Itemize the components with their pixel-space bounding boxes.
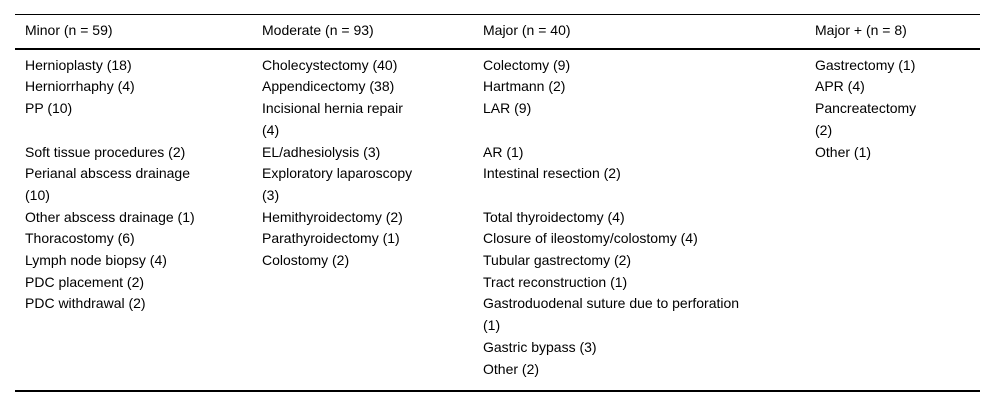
table-cell — [815, 250, 980, 272]
table-cell — [815, 337, 980, 359]
procedures-table: Minor (n = 59) Moderate (n = 93) Major (… — [15, 14, 980, 393]
table-row: Hernioplasty (18) Cholecystectomy (40) Col… — [15, 49, 980, 77]
table-cell: Colostomy (2) — [262, 252, 350, 269]
table-cell — [15, 337, 262, 359]
table-cell — [815, 207, 980, 229]
table-cell — [262, 337, 483, 359]
table-cell — [15, 359, 262, 392]
table-cell: Colectomy (9) — [483, 56, 571, 73]
table-cell: PP (10) — [25, 100, 73, 117]
table-cell: Appendicectomy (38) — [262, 78, 395, 95]
table-header-row: Minor (n = 59) Moderate (n = 93) Major (… — [15, 14, 980, 50]
table-cell: Cholecystectomy (40) — [262, 56, 398, 73]
table-row: Thoracostomy (6) Parathyroidectomy (1) Clo… — [15, 228, 980, 250]
column-header-moderate: Moderate (n = 93) — [262, 14, 483, 50]
table-cell: Total thyroidectomy (4) — [483, 208, 625, 225]
table-cell: Closure of ileostomy/colostomy (4) — [483, 230, 698, 247]
table-cell: Other (1) — [815, 143, 872, 160]
table-cell: Hemithyroidectomy (2) — [262, 208, 403, 225]
table-cell: Tubular gastrectomy (2) — [483, 252, 632, 269]
table-row: Soft tissue procedures (2) EL/adhesiolysi… — [15, 142, 980, 164]
table-cell — [262, 359, 483, 392]
table-cell: Parathyroidectomy (1) — [262, 230, 400, 247]
table-cell: APR (4) — [815, 78, 865, 95]
table-row: Perianal abscess drainage (10) Explorator… — [15, 163, 980, 206]
table-cell — [815, 272, 980, 294]
table-cell: PDC placement (2) — [25, 273, 145, 290]
table-cell: Lymph node biopsy (4) — [25, 252, 167, 269]
table-cell: Other (2) — [483, 360, 540, 377]
column-header-major-plus: Major + (n = 8) — [815, 14, 980, 50]
table-cell: EL/adhesiolysis (3) — [262, 143, 381, 160]
table-cell: Hartmann (2) — [483, 78, 566, 95]
table-cell: PDC withdrawal (2) — [25, 295, 146, 312]
table-cell: Tract reconstruction (1) — [483, 273, 628, 290]
table-body: Hernioplasty (18) Cholecystectomy (40) Col… — [15, 49, 980, 392]
table-cell — [815, 228, 980, 250]
table-cell: Hernioplasty (18) — [25, 56, 132, 73]
table-row: PDC placement (2) Tract reconstruction (1… — [15, 272, 980, 294]
table-cell — [262, 272, 483, 294]
table-cell: Pancreatectomy (2) — [815, 100, 917, 138]
table-cell: LAR (9) — [483, 100, 532, 117]
table-cell: Perianal abscess drainage (10) — [25, 165, 190, 203]
table-cell: Other abscess drainage (1) — [25, 208, 195, 225]
table-cell — [262, 293, 483, 336]
table-row: Other (2) — [15, 359, 980, 392]
column-header-minor: Minor (n = 59) — [15, 14, 262, 50]
table-cell: Herniorrhaphy (4) — [25, 78, 135, 95]
column-header-major: Major (n = 40) — [483, 14, 815, 50]
table-cell: Exploratory laparoscopy (3) — [262, 165, 413, 203]
table-row: PDC withdrawal (2) Gastroduodenal suture … — [15, 293, 980, 336]
procedures-table-container: Minor (n = 59) Moderate (n = 93) Major (… — [15, 14, 980, 393]
table-cell: Gastroduodenal suture due to perforation… — [483, 295, 740, 334]
table-cell: Intestinal resection (2) — [483, 165, 621, 182]
table-row: Lymph node biopsy (4) Colostomy (2) Tubula… — [15, 250, 980, 272]
table-cell — [815, 293, 980, 336]
table-row: Herniorrhaphy (4) Appendicectomy (38) Hart… — [15, 76, 980, 98]
table-cell: Soft tissue procedures (2) — [25, 143, 186, 160]
table-row: Gastric bypass (3) — [15, 337, 980, 359]
table-row: Other abscess drainage (1) Hemithyroidect… — [15, 207, 980, 229]
table-cell: Gastric bypass (3) — [483, 338, 597, 355]
table-cell — [815, 359, 980, 392]
table-cell: AR (1) — [483, 143, 524, 160]
table-row: PP (10) Incisional hernia repair (4) LAR (… — [15, 98, 980, 141]
table-cell: Thoracostomy (6) — [25, 230, 135, 247]
table-cell — [815, 163, 980, 206]
table-cell: Gastrectomy (1) — [815, 56, 916, 73]
table-cell: Incisional hernia repair (4) — [262, 100, 403, 138]
